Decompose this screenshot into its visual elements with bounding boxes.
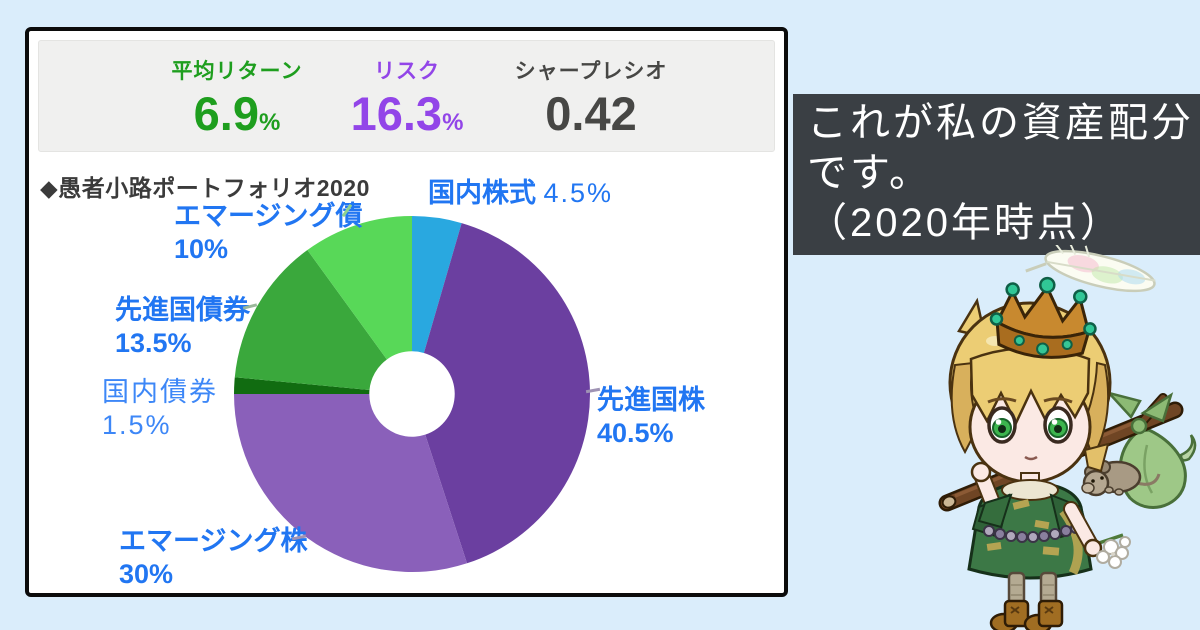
right-arm-flowers bbox=[1063, 501, 1131, 569]
pie-label-developed-stock-pct: 40.5% bbox=[597, 418, 674, 449]
stat-sharpe-ratio-number: 0.42 bbox=[545, 87, 637, 140]
pie-label-developed-bond-name: 先進国債券 bbox=[115, 295, 250, 325]
pie-label-developed-bond-pct: 13.5% bbox=[115, 328, 192, 359]
pie-label-emerging-bond-pct: 10% bbox=[174, 234, 229, 265]
pie-label-emerging-stock-pct: 30% bbox=[119, 559, 174, 590]
flower-bunch bbox=[1096, 536, 1131, 569]
speech-line-3: （2020年時点） bbox=[807, 201, 1123, 245]
legs-boots bbox=[989, 571, 1064, 630]
pie-slice-エマージング株 bbox=[234, 394, 468, 572]
pie-label-domestic-stock: 国内株式 4.5% bbox=[428, 177, 613, 210]
stat-risk-number: 16.3 bbox=[350, 87, 443, 140]
pie-slice-エマージング債 bbox=[307, 216, 412, 360]
stat-average-return-label: 平均リターン bbox=[171, 60, 303, 83]
stats-summary-box: 平均リターン 6.9% リスク 16.3% シャープレシオ 0.42 bbox=[38, 40, 775, 152]
speech-box: これが私の資産配分 です。 （2020年時点） bbox=[793, 94, 1200, 255]
stat-sharpe-ratio-label: シャープレシオ bbox=[514, 60, 668, 83]
pie-label-domestic-bond: 国内債券 1.5% bbox=[102, 376, 218, 442]
pie-slice-先進国債券 bbox=[234, 249, 387, 390]
eyes bbox=[987, 406, 1073, 444]
bead-belt bbox=[983, 522, 1082, 543]
pie-label-domestic-bond-name: 国内債券 bbox=[102, 377, 218, 407]
stat-risk-value: 16.3% bbox=[307, 89, 507, 138]
pie-label-developed-stock-name: 先進国株 bbox=[597, 385, 705, 415]
pie-label-domestic-bond-pct: 1.5% bbox=[102, 410, 172, 441]
feather-icon bbox=[1025, 245, 1156, 293]
left-arm bbox=[970, 461, 1013, 529]
stat-average-return-value: 6.9% bbox=[127, 89, 347, 138]
chart-title: ◆愚者小路ポートフォリオ2020 bbox=[40, 175, 370, 201]
speech-line-1: これが私の資産配分 bbox=[807, 101, 1194, 145]
pie-label-emerging-bond-name: エマージング債 bbox=[174, 201, 363, 231]
portfolio-card: 平均リターン 6.9% リスク 16.3% シャープレシオ 0.42 ◆愚者小路… bbox=[25, 27, 788, 597]
stat-risk: リスク 16.3% bbox=[307, 55, 507, 138]
pie-label-domestic-stock-name: 国内株式 bbox=[428, 178, 536, 208]
pie-label-emerging-bond: エマージング債 10% bbox=[174, 200, 362, 266]
mascot-illustration bbox=[938, 245, 1197, 630]
stat-average-return-unit: % bbox=[259, 109, 281, 136]
stat-risk-label: リスク bbox=[374, 60, 440, 83]
crown-icon bbox=[989, 276, 1097, 359]
pie-slice-国内債券 bbox=[234, 377, 370, 394]
stat-sharpe-ratio: シャープレシオ 0.42 bbox=[481, 55, 701, 138]
pie-label-developed-stock: 先進国株 40.5% bbox=[597, 384, 705, 450]
speech-line-2: です。 bbox=[807, 151, 932, 195]
pie-slice-先進国株 bbox=[423, 223, 590, 564]
pie-label-developed-bond: 先進国債券 13.5% bbox=[115, 294, 250, 360]
stat-sharpe-ratio-value: 0.42 bbox=[481, 89, 701, 138]
pie-slice-国内株式 bbox=[412, 216, 462, 353]
pie-label-emerging-stock: エマージング株 30% bbox=[119, 525, 307, 591]
stat-risk-unit: % bbox=[442, 109, 464, 136]
pie-label-emerging-stock-name: エマージング株 bbox=[119, 526, 308, 556]
pie-label-domestic-stock-pct: 4.5% bbox=[543, 178, 614, 208]
stat-average-return-number: 6.9 bbox=[193, 87, 259, 140]
bundle-knot bbox=[1105, 390, 1174, 435]
bundle-sack bbox=[1118, 428, 1197, 509]
stat-average-return: 平均リターン 6.9% bbox=[127, 55, 347, 138]
donut-chart bbox=[234, 216, 590, 572]
